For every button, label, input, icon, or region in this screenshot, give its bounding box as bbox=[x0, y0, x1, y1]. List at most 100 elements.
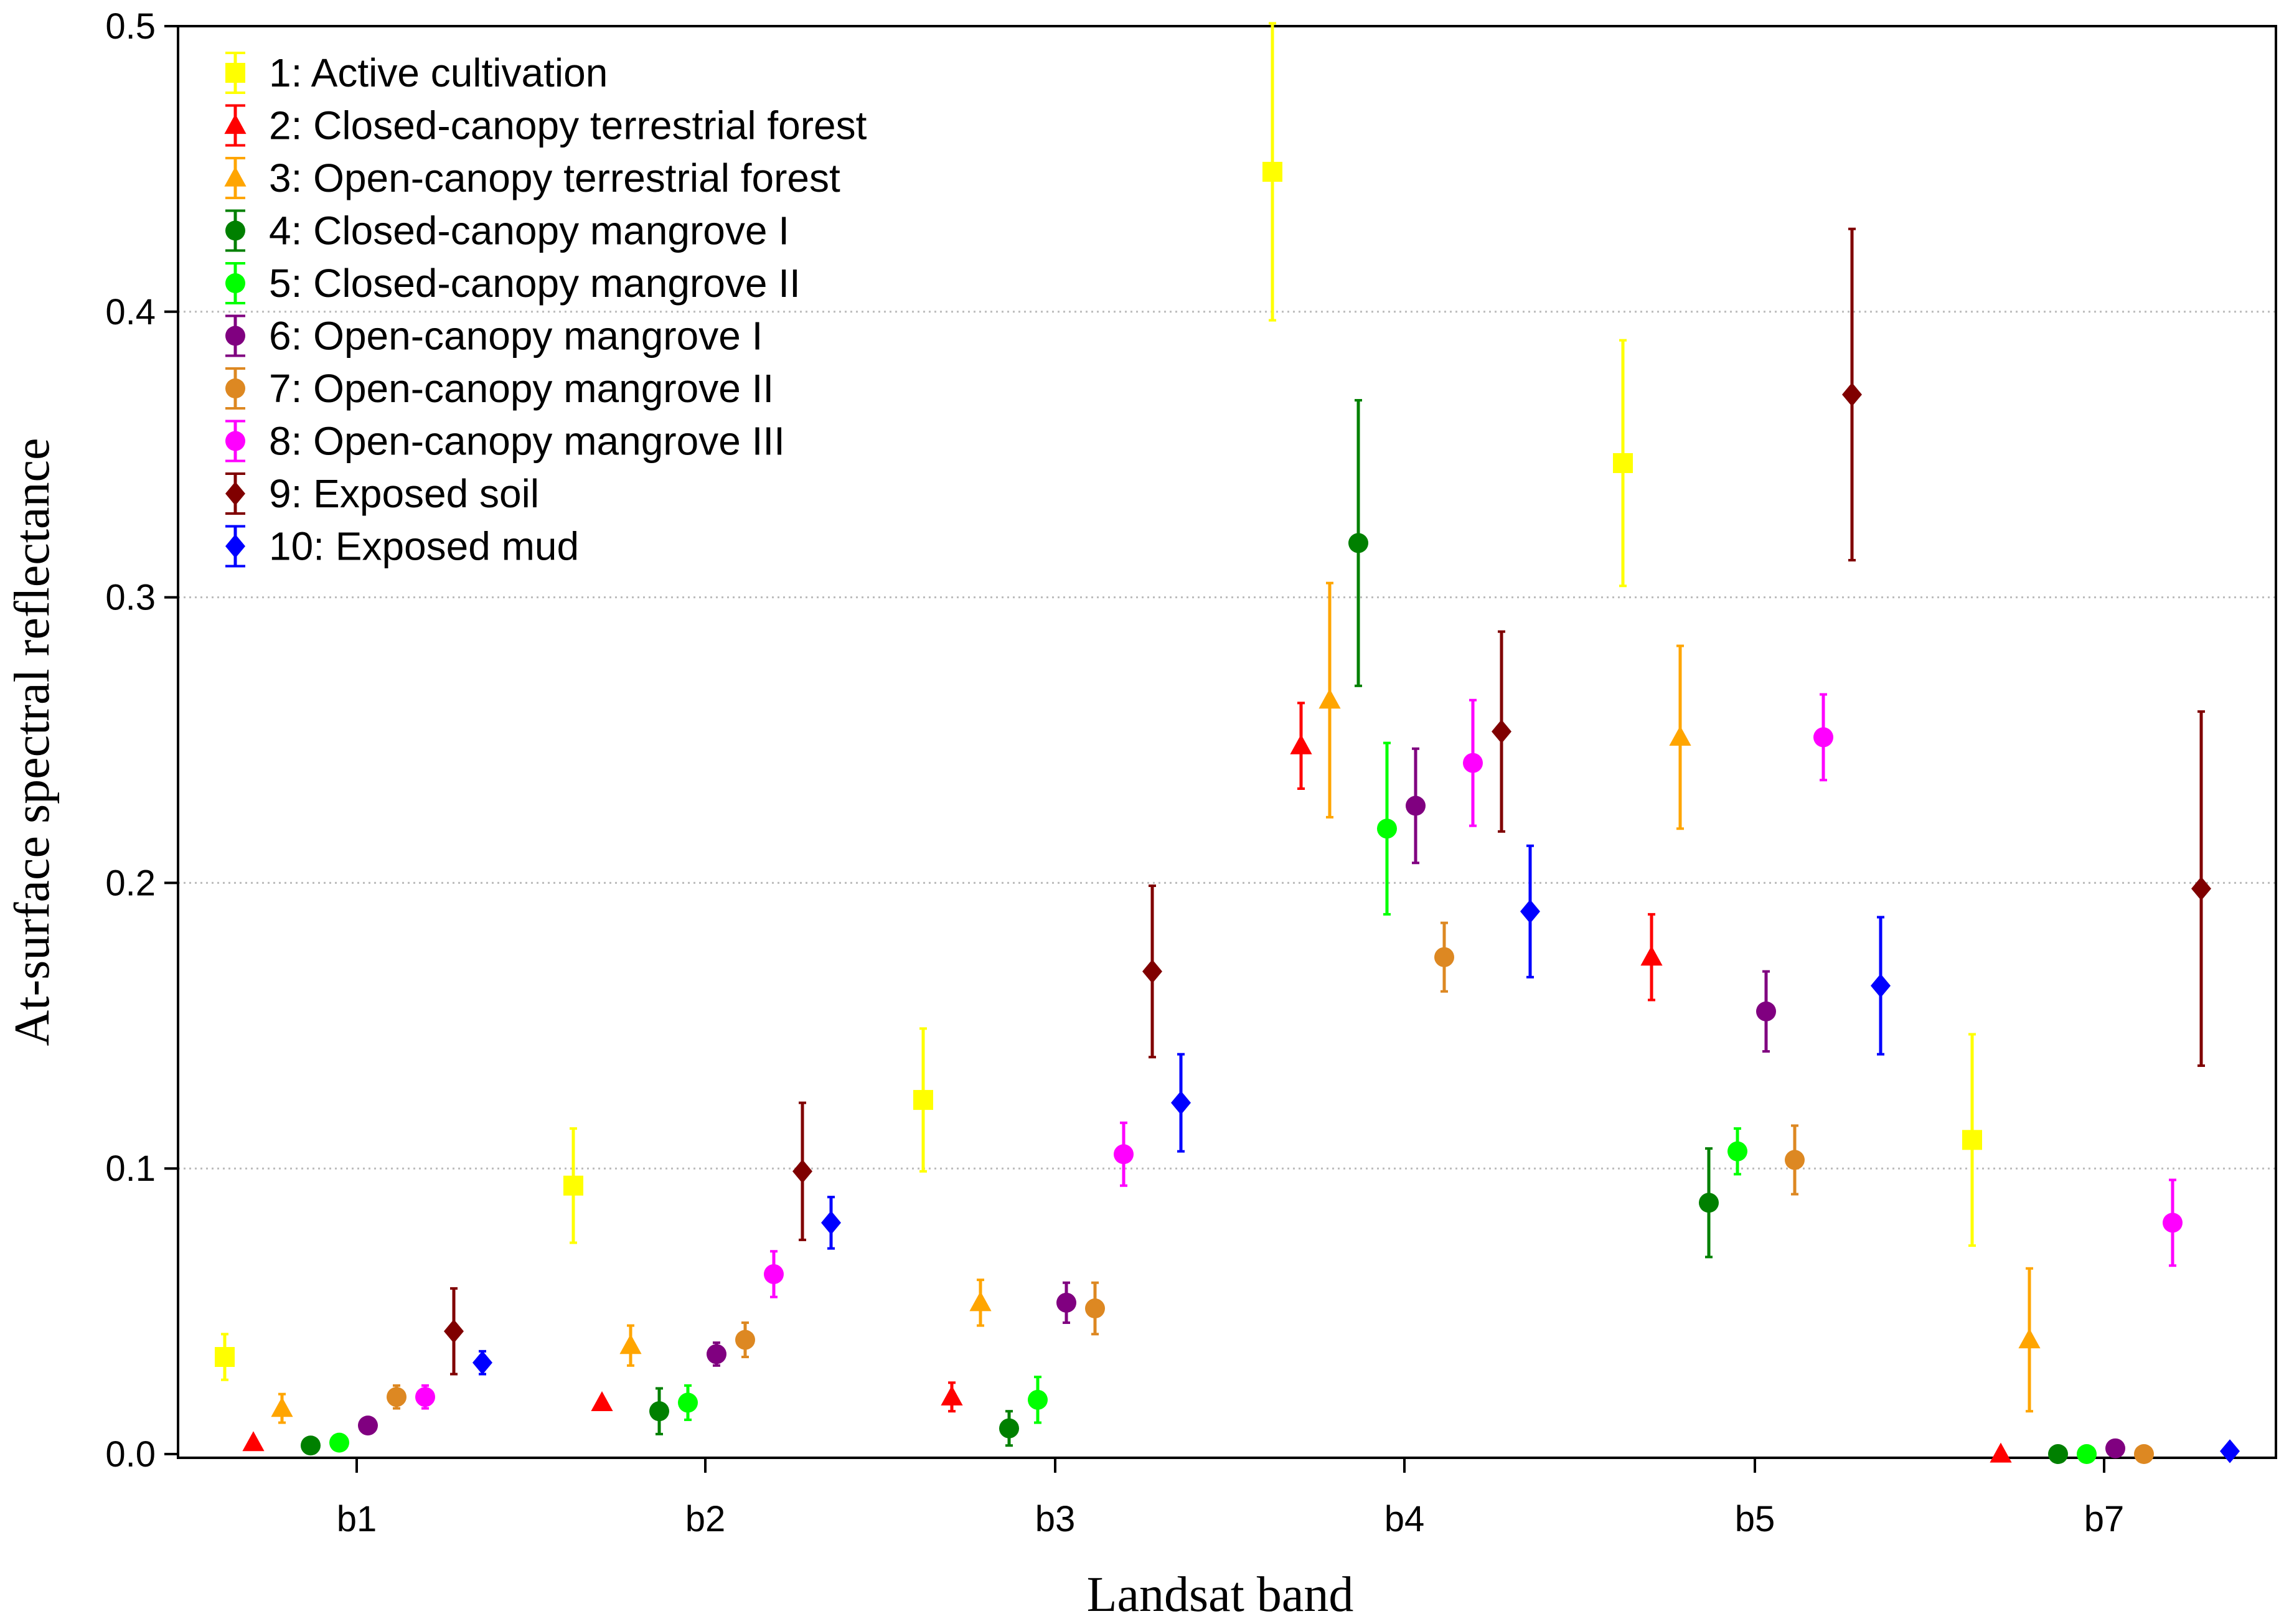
marker bbox=[764, 1264, 784, 1284]
legend-label: 6: Open-canopy mangrove I bbox=[269, 314, 763, 359]
marker bbox=[735, 1330, 755, 1350]
data-point bbox=[444, 1287, 464, 1376]
marker bbox=[1520, 899, 1540, 924]
marker bbox=[225, 220, 245, 241]
marker bbox=[225, 378, 245, 398]
marker bbox=[2220, 1439, 2240, 1463]
marker bbox=[1171, 1091, 1191, 1115]
marker bbox=[271, 1397, 293, 1417]
x-tick-label: b4 bbox=[1384, 1499, 1425, 1539]
marker bbox=[1727, 1141, 1747, 1162]
marker bbox=[444, 1319, 464, 1343]
marker bbox=[1028, 1389, 1048, 1410]
marker bbox=[1669, 726, 1691, 746]
legend-item: 4: Closed-canopy mangrove I bbox=[225, 209, 789, 253]
y-tick-label: 0.1 bbox=[105, 1148, 156, 1189]
data-point bbox=[2134, 1444, 2154, 1464]
legend-label: 2: Closed-canopy terrestrial forest bbox=[269, 103, 867, 148]
data-point bbox=[1813, 693, 1833, 782]
data-point bbox=[1348, 399, 1368, 687]
legend-item: 6: Open-canopy mangrove I bbox=[225, 314, 763, 359]
data-point bbox=[215, 1333, 235, 1381]
marker bbox=[1842, 382, 1862, 407]
data-point bbox=[764, 1250, 784, 1298]
data-point bbox=[1377, 741, 1397, 916]
x-tick-label: b7 bbox=[2084, 1499, 2125, 1539]
legend-item: 2: Closed-canopy terrestrial forest bbox=[224, 103, 867, 148]
marker bbox=[1463, 753, 1483, 773]
data-point bbox=[1085, 1281, 1105, 1336]
legend: 1: Active cultivation 2: Closed-canopy te… bbox=[224, 50, 867, 569]
data-point bbox=[358, 1415, 378, 1436]
data-point bbox=[563, 1127, 583, 1244]
data-point bbox=[2220, 1439, 2240, 1463]
data-point bbox=[1171, 1053, 1191, 1153]
data-point bbox=[735, 1321, 755, 1359]
legend-item: 8: Open-canopy mangrove III bbox=[225, 419, 785, 464]
data-point bbox=[1727, 1127, 1747, 1176]
y-tick-label: 0.3 bbox=[105, 578, 156, 618]
marker bbox=[1056, 1292, 1076, 1313]
x-axis: b1 b2 b3 b4 b5 b7 bbox=[337, 1458, 2125, 1539]
marker bbox=[1962, 1130, 1982, 1150]
legend-label: 3: Open-canopy terrestrial forest bbox=[269, 156, 840, 200]
legend-label: 9: Exposed soil bbox=[269, 471, 539, 516]
marker bbox=[1142, 959, 1162, 983]
data-point bbox=[1785, 1124, 1805, 1196]
marker bbox=[821, 1211, 841, 1235]
marker bbox=[472, 1350, 492, 1375]
marker bbox=[225, 273, 245, 293]
marker bbox=[1114, 1144, 1134, 1165]
legend-item: 1: Active cultivation bbox=[225, 50, 608, 95]
legend-item: 7: Open-canopy mangrove II bbox=[225, 366, 774, 411]
marker bbox=[2134, 1444, 2154, 1464]
data-point bbox=[472, 1349, 492, 1376]
legend-item: 9: Exposed soil bbox=[225, 471, 539, 516]
marker bbox=[2048, 1444, 2068, 1464]
data-point bbox=[1962, 1033, 1982, 1247]
data-point bbox=[1114, 1121, 1134, 1187]
data-point bbox=[2105, 1438, 2125, 1458]
x-tick-label: b3 bbox=[1035, 1499, 1076, 1539]
data-point bbox=[387, 1384, 407, 1410]
data-point bbox=[1318, 581, 1341, 819]
marker bbox=[1990, 1442, 2012, 1463]
data-point bbox=[1640, 913, 1663, 1002]
marker bbox=[913, 1090, 933, 1110]
data-point bbox=[649, 1387, 669, 1435]
marker bbox=[619, 1334, 642, 1354]
legend-label: 7: Open-canopy mangrove II bbox=[269, 366, 774, 411]
marker bbox=[301, 1435, 321, 1456]
data-point bbox=[678, 1384, 698, 1421]
data-points bbox=[215, 22, 2240, 1464]
data-point bbox=[329, 1432, 349, 1453]
marker bbox=[1085, 1298, 1105, 1319]
marker bbox=[225, 534, 245, 558]
marker bbox=[225, 326, 245, 346]
data-point bbox=[591, 1391, 613, 1412]
marker bbox=[591, 1391, 613, 1412]
marker bbox=[225, 481, 245, 506]
data-point bbox=[1871, 916, 1891, 1056]
data-point bbox=[301, 1435, 321, 1456]
data-point bbox=[1142, 884, 1162, 1059]
marker bbox=[329, 1432, 349, 1453]
data-point bbox=[1990, 1442, 2012, 1463]
marker bbox=[1699, 1193, 1719, 1213]
marker bbox=[1756, 1001, 1776, 1021]
data-point bbox=[1434, 921, 1454, 993]
marker bbox=[941, 1385, 963, 1406]
x-tick-label: b1 bbox=[337, 1499, 377, 1539]
legend-label: 5: Closed-canopy mangrove II bbox=[269, 261, 801, 306]
marker bbox=[563, 1175, 583, 1196]
marker bbox=[1871, 974, 1891, 998]
data-point bbox=[1463, 698, 1483, 827]
marker bbox=[224, 166, 247, 187]
data-point bbox=[1613, 339, 1633, 588]
data-point bbox=[2018, 1267, 2041, 1413]
data-point bbox=[1262, 22, 1282, 322]
marker bbox=[969, 1291, 992, 1312]
marker bbox=[1613, 453, 1633, 473]
marker bbox=[1640, 946, 1663, 966]
y-tick-label: 0.0 bbox=[105, 1434, 156, 1475]
